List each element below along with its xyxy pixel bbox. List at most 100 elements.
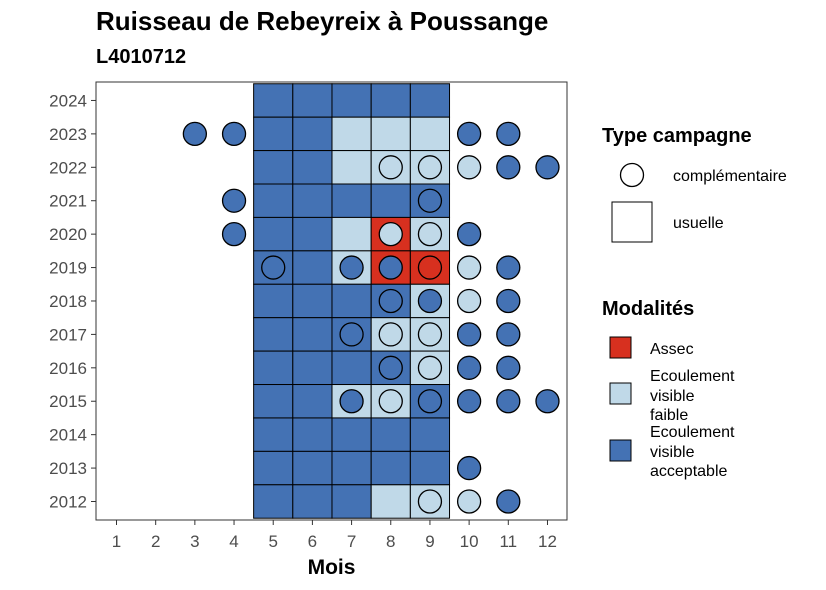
tile-2013-6 <box>292 450 333 486</box>
point-2012-11 <box>496 489 521 514</box>
point-2016-10 <box>456 355 482 380</box>
tile-2013-5 <box>253 450 294 486</box>
point-2015-11 <box>496 389 521 414</box>
tile-2012-6 <box>292 484 333 519</box>
legend: Type campagne complémentaire usuelle Modali… <box>602 125 787 480</box>
legend-label-complementaire: complémentaire <box>673 168 787 185</box>
tile-2018-6 <box>292 283 333 319</box>
y-tick-label: 2016 <box>49 359 87 378</box>
point-2023-11 <box>496 121 521 147</box>
chart-subtitle: L4010712 <box>96 46 187 68</box>
point-2020-10 <box>456 221 482 247</box>
point-2020-9 <box>417 221 443 247</box>
point-2012-9 <box>417 489 443 514</box>
tile-2012-7 <box>331 484 372 519</box>
x-tick-label: 6 <box>308 532 317 551</box>
tile-2014-8 <box>370 417 411 452</box>
complementaire-points <box>182 121 560 514</box>
tile-2014-9 <box>409 417 451 452</box>
tile-2020-7 <box>331 216 372 252</box>
point-2017-8 <box>378 322 403 347</box>
point-2016-9 <box>417 355 443 380</box>
point-2023-10 <box>456 121 482 147</box>
x-tick-label: 9 <box>425 532 434 551</box>
point-2015-8 <box>378 389 403 414</box>
tile-2017-6 <box>292 317 333 352</box>
point-2017-9 <box>417 322 443 347</box>
legend-swatch-faible <box>609 382 632 405</box>
tile-2014-7 <box>331 417 372 452</box>
legend-title-modalites: Modalités <box>602 298 694 320</box>
y-tick-label: 2013 <box>49 459 87 478</box>
tile-2021-5 <box>253 183 294 218</box>
tile-2016-7 <box>331 350 372 386</box>
tile-2023-6 <box>292 116 333 152</box>
tile-2012-5 <box>253 484 294 519</box>
point-2017-11 <box>496 322 521 347</box>
point-2023-4 <box>221 121 247 147</box>
point-2018-10 <box>456 288 482 314</box>
legend-swatch-acceptable <box>609 439 632 462</box>
point-2022-10 <box>456 155 482 180</box>
y-tick-label: 2015 <box>49 392 87 411</box>
tile-2022-6 <box>292 150 333 185</box>
chart-title: Ruisseau de Rebeyreix à Poussange <box>96 6 549 36</box>
point-2015-9 <box>417 389 443 414</box>
x-axis-title: Mois <box>308 556 356 579</box>
y-tick-label: 2021 <box>49 192 87 211</box>
tile-2013-7 <box>331 450 372 486</box>
tile-2016-5 <box>253 350 294 386</box>
y-tick-label: 2023 <box>49 125 87 144</box>
point-2018-8 <box>378 288 403 314</box>
point-2020-4 <box>221 221 247 247</box>
point-2021-9 <box>417 188 443 213</box>
legend-key-square <box>611 201 653 243</box>
point-2016-8 <box>378 355 403 380</box>
legend-label-faible: Ecoulement visible faible <box>650 368 735 424</box>
tile-2020-5 <box>253 216 294 252</box>
tile-2024-5 <box>253 83 294 118</box>
x-tick-label: 8 <box>386 532 395 551</box>
point-2019-7 <box>339 255 364 280</box>
tile-2014-6 <box>292 417 333 452</box>
y-tick-label: 2022 <box>49 158 87 177</box>
x-tick-label: 4 <box>229 532 238 551</box>
x-tick-label: 1 <box>112 532 121 551</box>
tile-2024-8 <box>370 83 411 118</box>
tile-2023-9 <box>409 116 451 152</box>
x-tick-label: 12 <box>538 532 557 551</box>
tile-2024-9 <box>409 83 451 118</box>
tile-2017-5 <box>253 317 294 352</box>
point-2015-7 <box>339 389 364 414</box>
point-2013-10 <box>456 455 482 481</box>
tile-2015-5 <box>253 384 294 419</box>
point-2022-8 <box>378 155 403 180</box>
point-2017-10 <box>456 322 482 347</box>
tile-2021-7 <box>331 183 372 218</box>
tile-2018-7 <box>331 283 372 319</box>
point-2018-9 <box>417 288 443 314</box>
tile-2015-6 <box>292 384 333 419</box>
point-2020-8 <box>378 221 403 247</box>
tile-2013-9 <box>409 450 451 486</box>
point-2019-9 <box>417 255 443 280</box>
tile-2012-8 <box>370 484 411 519</box>
axes: 1 2 3 4 5 6 7 8 9 10 11 122012201320142015201620172… <box>49 91 557 579</box>
point-2012-10 <box>456 489 482 514</box>
legend-key-circle <box>619 162 645 188</box>
y-tick-label: 2012 <box>49 493 87 512</box>
y-tick-label: 2014 <box>49 426 87 445</box>
y-tick-label: 2017 <box>49 325 87 344</box>
x-tick-label: 5 <box>268 532 277 551</box>
legend-swatch-assec <box>609 336 632 359</box>
point-2022-9 <box>417 155 443 180</box>
tile-2013-8 <box>370 450 411 486</box>
x-tick-label: 2 <box>151 532 160 551</box>
tile-2016-6 <box>292 350 333 386</box>
point-2015-10 <box>456 389 482 414</box>
point-2019-11 <box>496 255 521 280</box>
x-tick-label: 7 <box>347 532 356 551</box>
tile-2022-5 <box>253 150 294 185</box>
point-2019-5 <box>261 255 286 280</box>
